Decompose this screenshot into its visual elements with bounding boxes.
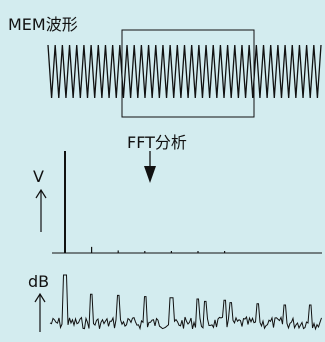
v-axis-arrow-head [35,188,47,199]
v-axis-label: V [33,167,44,186]
db-axis-arrow-head [34,292,46,303]
waveform-title: MEM波形 [8,15,78,34]
db-spectrum-line [49,274,322,331]
db-axis-label: dB [28,272,49,291]
v-spectrum-peaks [64,151,226,253]
fft-window-box [121,29,255,118]
mem-waveform-line [47,44,322,99]
fft-arrow-head [144,166,156,183]
fft-analysis-label: FFT分析 [127,133,187,152]
